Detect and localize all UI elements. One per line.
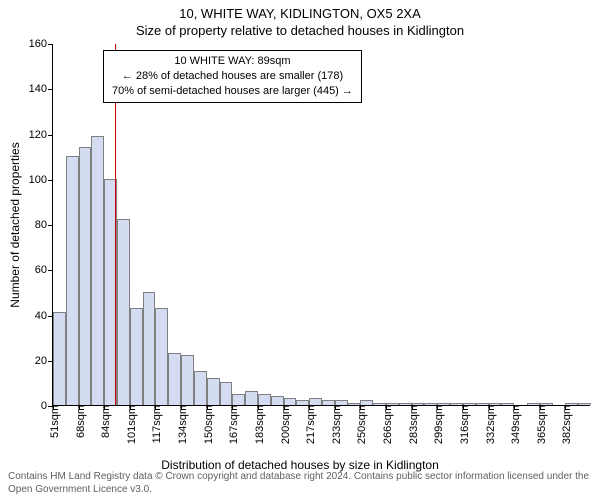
x-tick-label: 266sqm <box>378 405 394 444</box>
x-tick-label: 332sqm <box>481 405 497 444</box>
x-tick-label: 101sqm <box>122 405 138 444</box>
annotation-line1: 10 WHITE WAY: 89sqm <box>112 54 353 69</box>
histogram-bar <box>181 355 194 405</box>
x-tick-label: 316sqm <box>455 405 471 444</box>
x-tick-label: 233sqm <box>327 405 343 444</box>
x-tick-label: 134sqm <box>173 405 189 444</box>
y-tick-label: 140 <box>29 83 53 95</box>
x-axis-label: Distribution of detached houses by size … <box>0 458 600 472</box>
histogram-bar <box>79 147 92 405</box>
x-tick-label: 183sqm <box>250 405 266 444</box>
y-tick-label: 20 <box>35 355 53 367</box>
chart-title: 10, WHITE WAY, KIDLINGTON, OX5 2XA <box>0 0 600 21</box>
x-tick-label: 349sqm <box>506 405 522 444</box>
histogram-bar <box>207 378 220 405</box>
x-tick-label: 200sqm <box>276 405 292 444</box>
x-tick-label: 382sqm <box>557 405 573 444</box>
histogram-bar <box>53 312 66 405</box>
histogram-bar <box>130 308 143 405</box>
y-tick-label: 160 <box>29 38 53 50</box>
annotation-line3: 70% of semi-detached houses are larger (… <box>112 84 353 99</box>
histogram-bar <box>309 398 322 405</box>
histogram-bar <box>117 219 130 405</box>
histogram-bar <box>143 292 156 405</box>
x-tick-label: 250sqm <box>352 405 368 444</box>
histogram-bar <box>168 353 181 405</box>
annotation-line2: ← 28% of detached houses are smaller (17… <box>112 69 353 84</box>
x-tick-label: 365sqm <box>532 405 548 444</box>
annotation-box: 10 WHITE WAY: 89sqm ← 28% of detached ho… <box>103 50 362 103</box>
x-tick-label: 68sqm <box>71 405 87 438</box>
histogram-bar <box>284 398 297 405</box>
footnote: Contains HM Land Registry data © Crown c… <box>8 471 592 496</box>
histogram-bar <box>66 156 79 405</box>
x-tick-label: 51sqm <box>45 405 61 438</box>
x-tick-label: 299sqm <box>429 405 445 444</box>
x-tick-label: 283sqm <box>404 405 420 444</box>
x-tick-label: 167sqm <box>224 405 240 444</box>
y-tick-label: 60 <box>35 264 53 276</box>
histogram-bar <box>91 136 104 405</box>
histogram-bar <box>245 391 258 405</box>
chart-container: 10, WHITE WAY, KIDLINGTON, OX5 2XA Size … <box>0 0 600 500</box>
y-tick-label: 120 <box>29 129 53 141</box>
histogram-bar <box>258 394 271 405</box>
histogram-bar <box>220 382 233 405</box>
y-tick-label: 100 <box>29 174 53 186</box>
x-tick-label: 217sqm <box>301 405 317 444</box>
histogram-bar <box>194 371 207 405</box>
histogram-bar <box>232 394 245 405</box>
x-tick-label: 84sqm <box>96 405 112 438</box>
chart-subtitle: Size of property relative to detached ho… <box>0 21 600 38</box>
histogram-bar <box>271 396 284 405</box>
plot-area: 02040608010012014016051sqm68sqm84sqm101s… <box>52 44 590 406</box>
x-tick-label: 117sqm <box>147 405 163 443</box>
x-tick-label: 150sqm <box>199 405 215 444</box>
y-tick-label: 80 <box>35 219 53 231</box>
y-tick-label: 40 <box>35 310 53 322</box>
histogram-bar <box>155 308 168 405</box>
histogram-bar <box>578 403 591 405</box>
